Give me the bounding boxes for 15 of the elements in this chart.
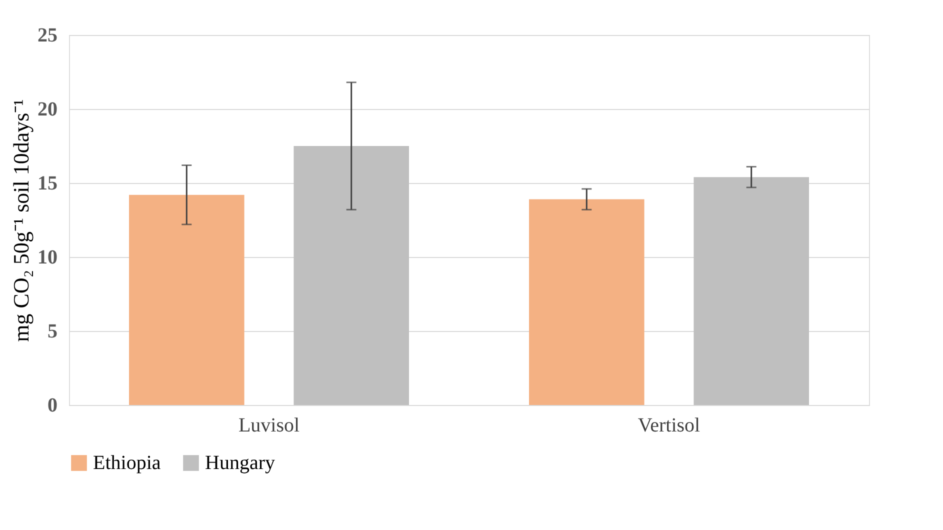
y-axis-title: mg CO₂ 50g⁻¹ soil 10days⁻¹ (8, 99, 34, 342)
y-tick-label: 20 (38, 98, 58, 120)
y-tick-label: 5 (48, 320, 58, 342)
x-tick-label: Vertisol (638, 414, 701, 436)
bar (294, 146, 409, 405)
y-tick-label: 10 (38, 246, 58, 268)
y-tick-label: 15 (38, 172, 58, 194)
legend-label: Hungary (205, 452, 275, 474)
y-tick-label: 25 (38, 24, 58, 46)
x-tick-label: Luvisol (238, 414, 300, 436)
legend-label: Ethiopia (93, 452, 161, 474)
bar (529, 199, 644, 405)
y-tick-label: 0 (48, 394, 58, 416)
bar (129, 194, 244, 405)
bar (694, 177, 809, 405)
